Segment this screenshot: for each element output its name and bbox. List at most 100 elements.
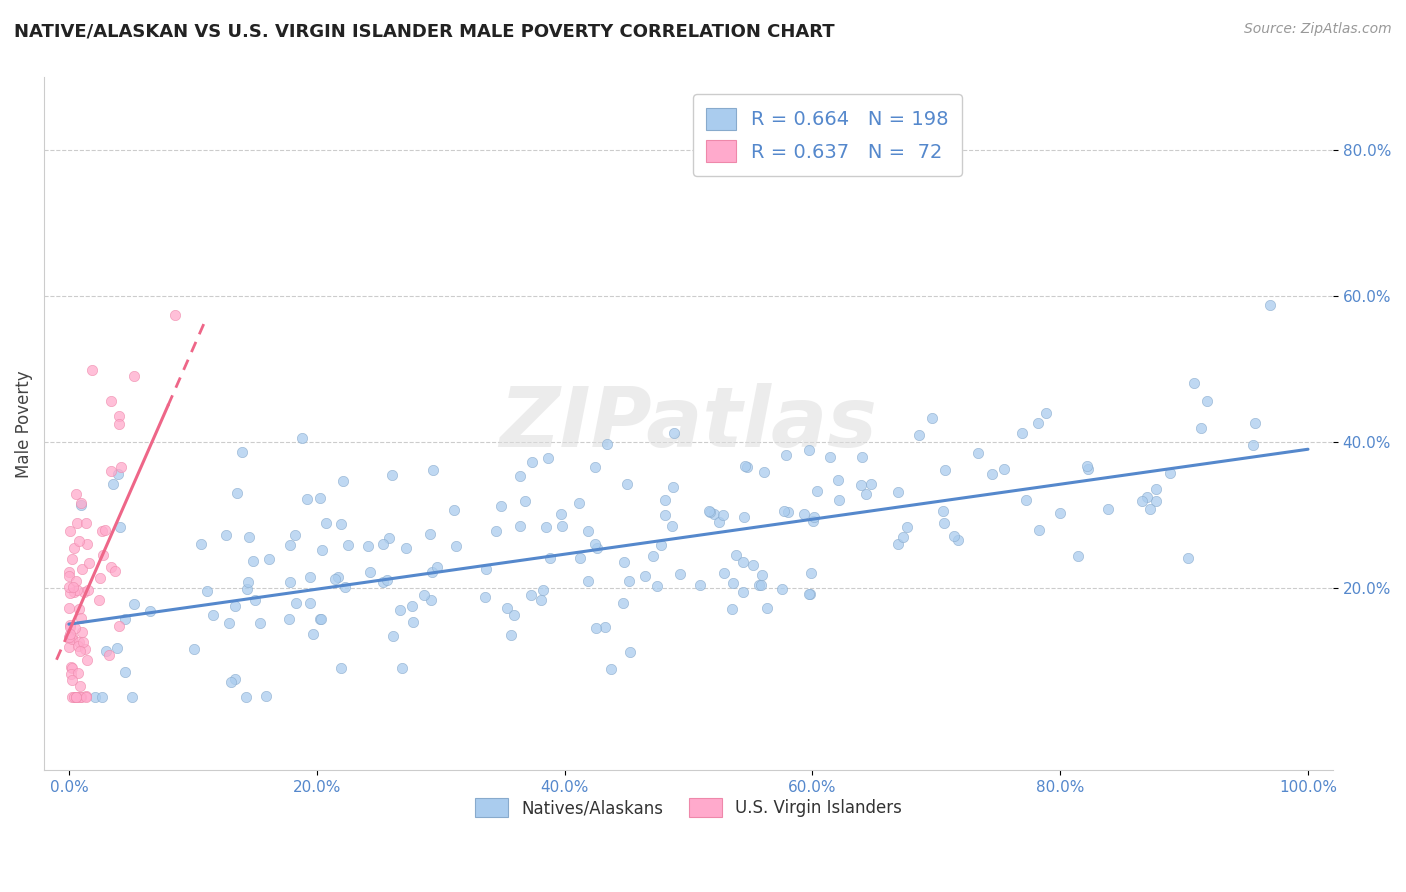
Point xyxy=(91,524,114,539)
Point xyxy=(583,537,606,551)
Point xyxy=(309,491,332,506)
Point xyxy=(751,567,773,582)
Point xyxy=(67,666,90,681)
Point xyxy=(419,593,441,607)
Point xyxy=(1035,406,1057,420)
Point xyxy=(60,660,83,674)
Point xyxy=(299,596,322,610)
Point xyxy=(778,505,800,519)
Point xyxy=(333,581,356,595)
Point xyxy=(302,627,325,641)
Point xyxy=(60,632,83,646)
Point xyxy=(1177,550,1199,565)
Point xyxy=(336,538,359,552)
Point xyxy=(84,690,107,704)
Point xyxy=(1028,523,1050,537)
Point xyxy=(534,520,557,534)
Point xyxy=(63,690,86,704)
Point xyxy=(538,551,561,566)
Point xyxy=(243,592,266,607)
Point xyxy=(773,504,796,518)
Point xyxy=(1144,482,1167,496)
Point xyxy=(75,690,97,704)
Point xyxy=(749,578,772,592)
Point xyxy=(733,509,755,524)
Point xyxy=(1258,298,1281,312)
Point xyxy=(426,560,449,574)
Point xyxy=(721,575,744,590)
Point xyxy=(1076,458,1098,473)
Point xyxy=(946,533,969,547)
Point xyxy=(108,417,131,431)
Point xyxy=(381,468,404,483)
Point xyxy=(201,607,224,622)
Point xyxy=(375,573,398,587)
Point xyxy=(619,645,641,659)
Legend: Natives/Alaskans, U.S. Virgin Islanders: Natives/Alaskans, U.S. Virgin Islanders xyxy=(468,791,908,824)
Point xyxy=(550,507,572,521)
Point xyxy=(249,616,271,631)
Point xyxy=(75,516,97,531)
Point xyxy=(332,474,354,488)
Point xyxy=(105,640,128,655)
Point xyxy=(770,582,793,596)
Point xyxy=(59,627,82,641)
Point xyxy=(330,517,353,532)
Point xyxy=(707,515,730,529)
Point xyxy=(72,635,94,649)
Text: Source: ZipAtlas.com: Source: ZipAtlas.com xyxy=(1244,22,1392,37)
Point xyxy=(100,559,122,574)
Point xyxy=(742,558,765,572)
Point xyxy=(60,630,83,644)
Point xyxy=(238,530,260,544)
Point xyxy=(475,561,498,575)
Point xyxy=(662,425,685,440)
Point xyxy=(256,689,278,703)
Point xyxy=(110,519,132,533)
Point xyxy=(752,465,775,479)
Point xyxy=(75,689,97,703)
Point xyxy=(224,599,246,614)
Point xyxy=(733,555,755,569)
Point xyxy=(315,516,337,531)
Point xyxy=(484,524,506,539)
Point xyxy=(76,653,98,667)
Point xyxy=(278,612,301,626)
Point xyxy=(443,502,465,516)
Point xyxy=(891,530,914,544)
Point xyxy=(654,493,676,508)
Point xyxy=(981,467,1004,482)
Point xyxy=(295,491,318,506)
Point xyxy=(70,498,93,512)
Point xyxy=(800,566,823,580)
Point xyxy=(58,565,80,579)
Point xyxy=(1028,416,1050,430)
Point xyxy=(259,552,281,566)
Point xyxy=(1015,492,1038,507)
Point xyxy=(110,460,132,475)
Point xyxy=(585,621,607,635)
Point xyxy=(1159,466,1181,480)
Point xyxy=(215,528,238,542)
Point xyxy=(634,569,657,583)
Point xyxy=(1066,549,1088,564)
Point xyxy=(797,443,820,458)
Point xyxy=(551,518,574,533)
Point xyxy=(69,690,91,704)
Point xyxy=(806,483,828,498)
Point xyxy=(576,574,599,588)
Point xyxy=(1130,493,1153,508)
Point xyxy=(58,631,80,645)
Point xyxy=(381,628,404,642)
Point xyxy=(91,548,114,562)
Point xyxy=(851,450,873,465)
Point xyxy=(72,562,94,576)
Point xyxy=(224,672,246,686)
Point xyxy=(59,617,82,632)
Y-axis label: Male Poverty: Male Poverty xyxy=(15,370,32,477)
Point xyxy=(114,612,136,626)
Point xyxy=(689,578,711,592)
Point xyxy=(921,410,943,425)
Point xyxy=(616,477,638,491)
Point xyxy=(600,662,623,676)
